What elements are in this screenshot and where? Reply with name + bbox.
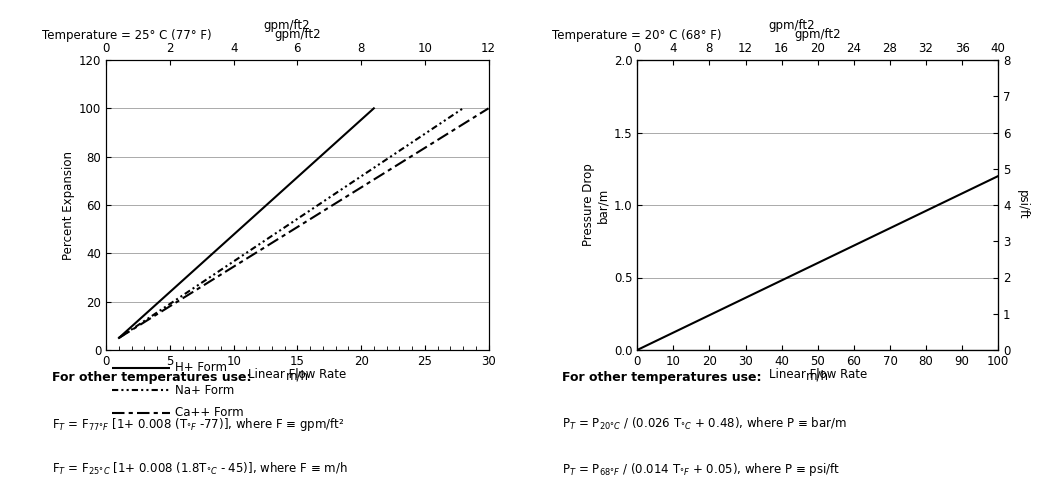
Text: P$_{T}$ = P$_{68°F}$ / (0.014 T$_{°F}$ + 0.05), where P ≡ psi/ft: P$_{T}$ = P$_{68°F}$ / (0.014 T$_{°F}$ +… [563,461,840,478]
Y-axis label: Percent Expansion: Percent Expansion [62,150,74,260]
Text: Linear Flow Rate: Linear Flow Rate [249,368,346,380]
Text: P$_{T}$ = P$_{20°C}$ / (0.026 T$_{°C}$ + 0.48), where P ≡ bar/m: P$_{T}$ = P$_{20°C}$ / (0.026 T$_{°C}$ +… [563,416,847,432]
Text: F$_{T}$ = F$_{25°C}$ [1+ 0.008 (1.8T$_{°C}$ - 45)], where F ≡ m/h: F$_{T}$ = F$_{25°C}$ [1+ 0.008 (1.8T$_{°… [52,461,348,477]
Text: For other temperatures use:: For other temperatures use: [52,371,252,384]
Text: For other temperatures use:: For other temperatures use: [563,371,761,384]
X-axis label: gpm/ft2: gpm/ft2 [274,28,321,41]
Y-axis label: psi/ft: psi/ft [1016,190,1029,220]
Text: H+ Form: H+ Form [175,361,227,374]
Text: Ca++ Form: Ca++ Form [175,406,244,419]
Text: Temperature = 20° C (68° F): Temperature = 20° C (68° F) [552,30,722,43]
Y-axis label: Pressure Drop
bar/m: Pressure Drop bar/m [582,164,610,246]
Text: gpm/ft2: gpm/ft2 [768,20,815,32]
Text: gpm/ft2: gpm/ft2 [263,20,310,32]
X-axis label: m/h: m/h [806,369,829,382]
Text: F$_{T}$ = F$_{77°F}$ [1+ 0.008 (T$_{°F}$ -77)], where F ≡ gpm/ft²: F$_{T}$ = F$_{77°F}$ [1+ 0.008 (T$_{°F}$… [52,416,344,433]
Text: Temperature = 25° C (77° F): Temperature = 25° C (77° F) [42,30,212,43]
X-axis label: gpm/ft2: gpm/ft2 [794,28,841,41]
X-axis label: m/h: m/h [286,369,309,382]
Text: Linear Flow Rate: Linear Flow Rate [769,368,867,380]
Text: Na+ Form: Na+ Form [175,384,235,396]
